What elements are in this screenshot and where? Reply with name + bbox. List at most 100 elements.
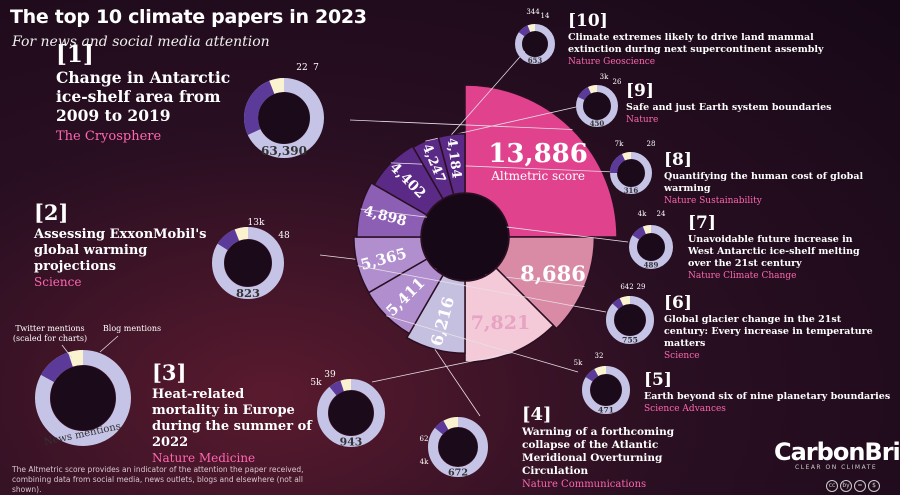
paper-title-line: century: Every increase in temperature [664, 326, 873, 337]
leader-line [386, 315, 579, 373]
donut-hole [637, 233, 665, 261]
paper-rank: [3] [152, 360, 186, 385]
blog-count-label: 28 [647, 140, 656, 148]
paper-title-line: Warning of a forthcoming [521, 426, 675, 438]
blog-count-label: 7 [313, 63, 319, 73]
paper-title-line: warming [663, 183, 711, 194]
paper-journal: Nature Communications [522, 479, 646, 490]
blog-ring-segment [619, 296, 630, 306]
paper-journal: Nature [626, 115, 658, 125]
altmetric-wedge [373, 145, 445, 217]
twitter-count-label: 5k [310, 378, 322, 388]
legend-pointer [99, 335, 119, 353]
twitter-count-label: 13k [248, 218, 265, 228]
paper-title-line: West Antarctic ice-shelf melting [687, 246, 860, 257]
news-count-label: 471 [598, 406, 614, 415]
news-count-label: 755 [622, 336, 638, 345]
donut-hole [522, 31, 548, 57]
paper-journal: Science [34, 275, 81, 289]
twitter-ring-segment [577, 86, 592, 101]
blog-ring-segment [642, 225, 651, 234]
news-count-label: 450 [590, 119, 605, 128]
legend-blog-label: Blog mentions [103, 324, 161, 333]
news-count-label: 489 [644, 260, 659, 269]
paper-title-line: over the 21st century [688, 258, 802, 269]
paper-rank: [9] [626, 81, 654, 101]
paper-title-line: Safe and just Earth system boundaries [626, 102, 831, 113]
altmetric-value-label: 4,184 [443, 137, 463, 179]
paper-title-line: Meridional Overturning [522, 452, 663, 464]
paper-rank: [1] [56, 41, 94, 68]
leader-line [357, 265, 607, 313]
paper-title-line: Quantifying the human cost of global [664, 171, 863, 182]
center-hole [422, 194, 508, 280]
donut-hole [50, 365, 116, 431]
paper-title-line: Unavoidable future increase in [688, 234, 853, 245]
blog-ring-segment [622, 152, 631, 161]
donut-hole [438, 427, 478, 467]
legend-twitter-label: (scaled for charts) [13, 334, 87, 343]
donut-hole [328, 390, 374, 436]
leader-line [349, 119, 573, 130]
altmetric-wedge [437, 132, 466, 196]
twitter-ring-segment [610, 153, 626, 173]
leader-line [451, 49, 527, 135]
paper-title-line: Earth beyond six of nine planetary bound… [644, 391, 890, 402]
donut-hole [258, 92, 310, 144]
paper-rank: [5] [644, 370, 672, 390]
blog-count-label: 29 [637, 283, 646, 291]
twitter-count-label: 22 [296, 63, 307, 73]
blog-count-label: 48 [278, 231, 290, 241]
news-count-label: 316 [624, 186, 639, 195]
footnote: The Altmetric score provides an indicato… [12, 465, 304, 494]
blog-ring-segment [234, 227, 248, 241]
altmetric-wedge [353, 236, 428, 294]
blog-ring-segment [443, 417, 458, 430]
blog-count-label: 14 [541, 12, 550, 20]
twitter-ring-segment [632, 226, 646, 240]
donut-hole [614, 304, 646, 336]
paper-rank: [4] [522, 404, 552, 425]
paper-journal: The Cryosphere [56, 129, 161, 144]
attribution-icon: by [840, 480, 852, 492]
twitter-count-label: 4k [420, 458, 429, 466]
blog-ring-segment [527, 24, 535, 32]
page-title: The top 10 climate papers in 2023 [10, 6, 367, 28]
news-count-label: 943 [340, 435, 363, 448]
donut-hole [583, 92, 611, 120]
paper-title-line: 2009 to 2019 [56, 106, 171, 125]
news-count-label: 63,390 [261, 144, 307, 158]
altmetric-wedge [464, 267, 555, 363]
non-commercial-icon: $ [868, 480, 880, 492]
twitter-count-label: 4k [638, 210, 647, 218]
leader-line [434, 349, 481, 417]
news-count-label: 823 [236, 286, 260, 300]
paper-title-line: Assessing ExxonMobil's [33, 227, 207, 242]
twitter-count-label: 7k [615, 140, 624, 148]
blog-ring-segment [68, 350, 83, 367]
twitter-count-label: 3k [600, 73, 609, 81]
paper-title-line: Heat-related [152, 387, 244, 402]
legend-twitter-label: Twitter mentions [15, 324, 84, 333]
paper-rank: [7] [688, 213, 716, 233]
altmetric-wedge [464, 84, 618, 238]
news-count-label: 672 [448, 467, 468, 478]
blog-count-label: 26 [613, 78, 622, 86]
altmetric-caption: Altmetric score [490, 169, 585, 183]
paper-title-line: Climate extremes likely to drive land ma… [568, 32, 814, 43]
twitter-ring-segment [243, 80, 275, 136]
blog-ring-segment [588, 85, 597, 94]
blog-count-label: 32 [595, 352, 604, 360]
paper-title-line: Change in Antarctic [56, 68, 230, 87]
paper-journal: Nature Climate Change [688, 271, 796, 281]
cc-license-icon: cc [826, 480, 838, 492]
donut-hole [224, 239, 272, 287]
paper-title-line: projections [34, 259, 116, 274]
leader-line [371, 352, 513, 383]
twitter-ring-segment [612, 298, 624, 310]
donut-hole [617, 159, 645, 187]
paper-journal: Science [664, 351, 700, 361]
blog-ring-segment [340, 379, 351, 392]
paper-title-line: matters [664, 338, 705, 349]
